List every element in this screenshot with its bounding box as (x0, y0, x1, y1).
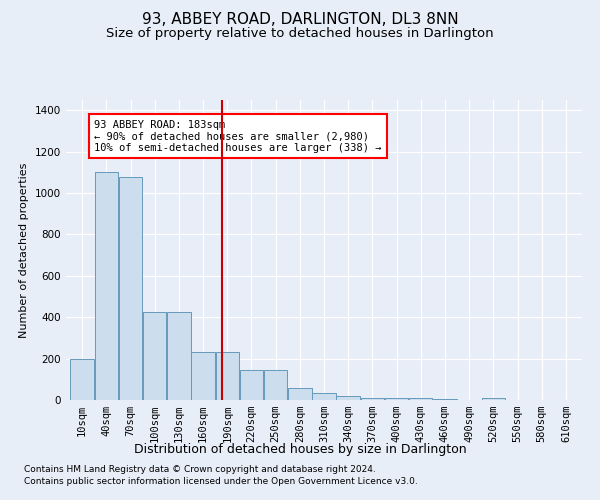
Text: 93, ABBEY ROAD, DARLINGTON, DL3 8NN: 93, ABBEY ROAD, DARLINGTON, DL3 8NN (142, 12, 458, 28)
Bar (313, 393, 335, 400)
Bar (240, 370, 263, 400)
Text: Contains HM Land Registry data © Crown copyright and database right 2024.: Contains HM Land Registry data © Crown c… (24, 466, 376, 474)
Bar (433, 399, 457, 400)
Text: Contains public sector information licensed under the Open Government Licence v3: Contains public sector information licen… (24, 476, 418, 486)
Bar (119, 176, 142, 400)
Bar (167, 312, 191, 400)
Text: Size of property relative to detached houses in Darlington: Size of property relative to detached ho… (106, 28, 494, 40)
Bar (337, 396, 360, 400)
Bar (409, 398, 433, 400)
Y-axis label: Number of detached properties: Number of detached properties (19, 162, 29, 338)
Text: Distribution of detached houses by size in Darlington: Distribution of detached houses by size … (134, 442, 466, 456)
Bar (482, 398, 505, 400)
Bar (143, 312, 166, 400)
Bar (288, 388, 311, 400)
Bar (385, 398, 408, 400)
Bar (95, 172, 118, 400)
Bar (70, 358, 94, 400)
Bar (361, 398, 384, 400)
Text: 93 ABBEY ROAD: 183sqm
← 90% of detached houses are smaller (2,980)
10% of semi-d: 93 ABBEY ROAD: 183sqm ← 90% of detached … (94, 120, 382, 153)
Bar (264, 370, 287, 400)
Bar (191, 352, 215, 400)
Bar (215, 352, 239, 400)
